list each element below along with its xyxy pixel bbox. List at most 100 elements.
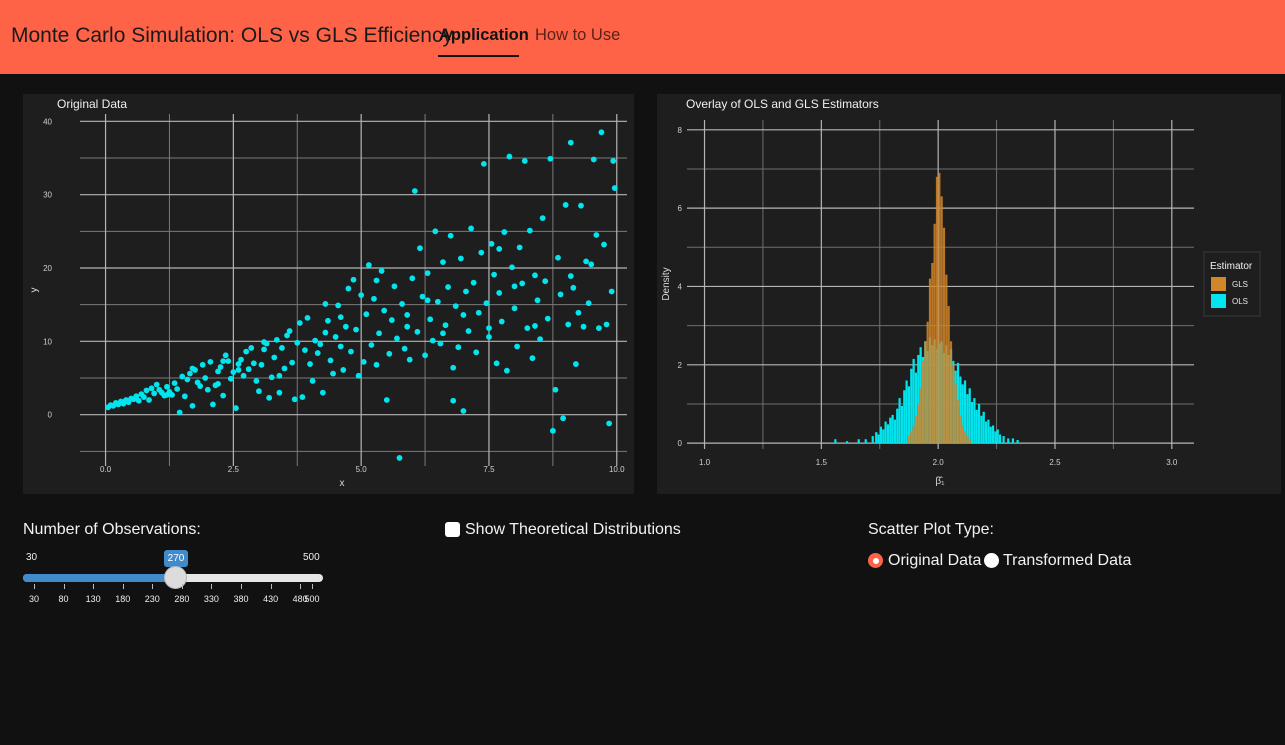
data-point [340,367,347,373]
data-point [491,271,497,278]
data-point [314,350,321,356]
histogram-bar-gls [949,341,953,444]
data-point [273,336,280,343]
slider-max-label: 500 [303,552,320,563]
data-point [514,343,520,350]
x-tick-label: 1.5 [816,458,828,467]
data-point [240,372,247,379]
slider-tick-label: 230 [144,594,160,604]
slider-tick-mark [122,584,124,589]
theoretical-checkbox-label[interactable]: Show Theoretical Distributions [465,521,681,538]
radio-original-data[interactable] [868,553,883,568]
data-point [181,393,188,400]
tab-how-to-use[interactable]: How to Use [535,26,621,44]
data-point [179,373,186,380]
data-point [409,275,416,282]
data-point [570,284,577,291]
histogram-bar-ols [1002,436,1005,444]
data-point [261,346,267,353]
histogram-bar-ols [886,424,890,444]
data-point [455,344,462,351]
histogram-plot: 1.0 1.5 2.0 2.5 3.0 0 2 4 6 8 Overlay of OLS and G… [661,97,1261,487]
data-point [217,364,224,370]
histogram-bar-gls [931,262,934,444]
data-point [276,389,283,396]
slider-tick-mark [241,584,243,589]
slider-tick-label: 380 [233,594,249,604]
radio-original-data-label[interactable]: Original Data [888,552,982,569]
data-point [529,355,536,362]
histogram-bar-ols [871,436,874,444]
y-tick-label: 8 [678,126,683,135]
data-point [360,358,367,365]
scatter-type-label: Scatter Plot Type: [868,521,994,538]
data-point [598,129,605,136]
tab-application[interactable]: Application [439,26,529,44]
data-point [363,311,370,318]
data-point [353,326,359,333]
histogram-bar-ols [903,390,906,444]
histogram-bar-ols [994,431,997,444]
slider-handle[interactable] [164,566,187,589]
data-point [465,328,472,334]
data-point [450,397,457,404]
data-point [610,158,617,164]
data-point [595,325,602,332]
legend-label-gls: GLS [1232,280,1248,289]
data-point [386,350,393,357]
data-point [266,394,273,401]
histogram-bar-ols [891,414,894,444]
data-point [503,367,510,374]
data-point [562,202,569,208]
histogram-bar-ols [907,386,911,444]
data-point [358,292,365,299]
histogram-bar-ols [968,388,971,444]
data-point [286,328,293,334]
legend-label-ols: OLS [1232,297,1248,306]
theoretical-checkbox[interactable] [445,522,460,537]
data-point [171,380,178,387]
radio-transformed-data-label[interactable]: Transformed Data [1003,552,1132,569]
data-point [373,277,380,284]
data-point [404,323,411,330]
data-point [447,232,454,239]
data-point [445,284,451,290]
data-point [176,409,183,416]
histogram-bar-gls [963,431,967,444]
data-point [399,301,405,307]
data-point [590,156,597,163]
histogram-bar-gls [921,360,925,444]
data-point [330,370,336,377]
histogram-bar-gls [926,321,929,444]
histogram-title: Overlay of OLS and GLS Estimators [686,97,879,111]
data-point [567,139,574,146]
data-point [424,270,431,277]
data-point [146,397,152,403]
data-point [268,374,275,381]
histogram-bar-gls [919,388,922,444]
data-point [460,312,467,318]
data-point [230,369,237,376]
data-point [243,348,250,355]
slider-tick-label: 480 [292,594,308,604]
scatter-title: Original Data [57,97,127,111]
radio-transformed-data[interactable] [984,553,999,568]
histogram-bar-ols [959,376,962,444]
data-point [488,240,495,247]
data-point [365,262,372,268]
slider-grid: 30 80 130 180 230 280 330 380 430 480 500 [23,584,323,608]
data-point [549,427,556,434]
histogram-bar-ols [973,398,976,444]
data-point [225,358,232,365]
data-point [337,314,344,321]
data-point [394,335,400,342]
slider-tick-label: 330 [203,594,219,604]
scatter-plot-panel: 0.0 2.5 5.0 7.5 10.0 0 10 20 30 40 Original Data x y [23,94,634,494]
data-point [580,323,587,330]
data-point [317,341,324,348]
histogram-bar-ols [1011,438,1015,444]
histogram-bar-gls [945,274,948,444]
data-point [342,323,349,330]
x-axis-label: β̂₁ [935,475,945,487]
data-point [337,343,344,350]
